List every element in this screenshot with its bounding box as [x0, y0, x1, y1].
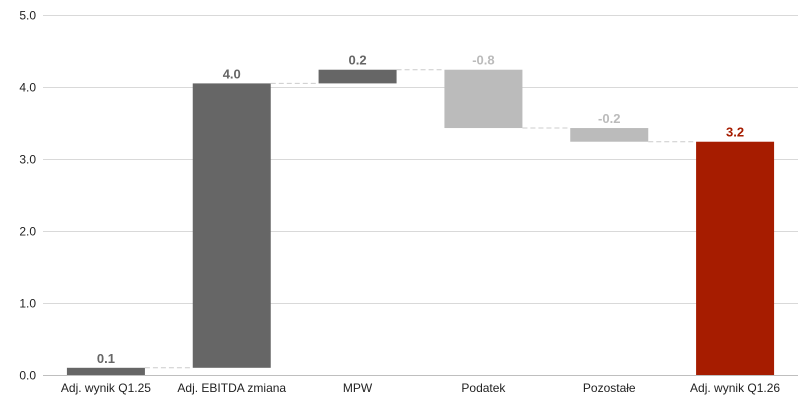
bar-4 [444, 69, 523, 129]
data-label: 4.0 [223, 66, 241, 81]
data-labels: 0.1 4.0 0.2 -0.8 -0.2 3.2 [97, 53, 744, 366]
y-tick-label: 0.0 [19, 369, 36, 383]
bars [66, 69, 775, 375]
y-tick-label: 4.0 [19, 81, 36, 95]
x-category-label: MPW [343, 381, 373, 395]
y-axis: 0.0 1.0 2.0 3.0 4.0 5.0 [19, 9, 36, 383]
bar-6 [696, 141, 775, 375]
y-tick-label: 1.0 [19, 297, 36, 311]
y-tick-label: 2.0 [19, 225, 36, 239]
bar-1 [66, 367, 145, 375]
data-label: 0.2 [349, 53, 367, 68]
data-label: 3.2 [726, 125, 744, 140]
y-tick-label: 3.0 [19, 153, 36, 167]
data-label: 0.1 [97, 351, 115, 366]
x-category-label: Pozostałe [583, 381, 636, 395]
x-axis: Adj. wynik Q1.25 Adj. EBITDA zmiana MPW Pod… [61, 381, 781, 395]
bar-3 [318, 69, 397, 84]
data-label: -0.8 [472, 53, 494, 68]
x-category-label: Adj. wynik Q1.25 [61, 381, 151, 395]
bar-2 [192, 83, 271, 368]
gridlines [43, 15, 798, 376]
y-tick-label: 5.0 [19, 9, 36, 23]
data-label: -0.2 [598, 111, 620, 126]
x-category-label: Adj. wynik Q1.26 [690, 381, 780, 395]
x-category-label: Podatek [461, 381, 506, 395]
x-category-label: Adj. EBITDA zmiana [177, 381, 286, 395]
bar-5 [570, 128, 649, 142]
